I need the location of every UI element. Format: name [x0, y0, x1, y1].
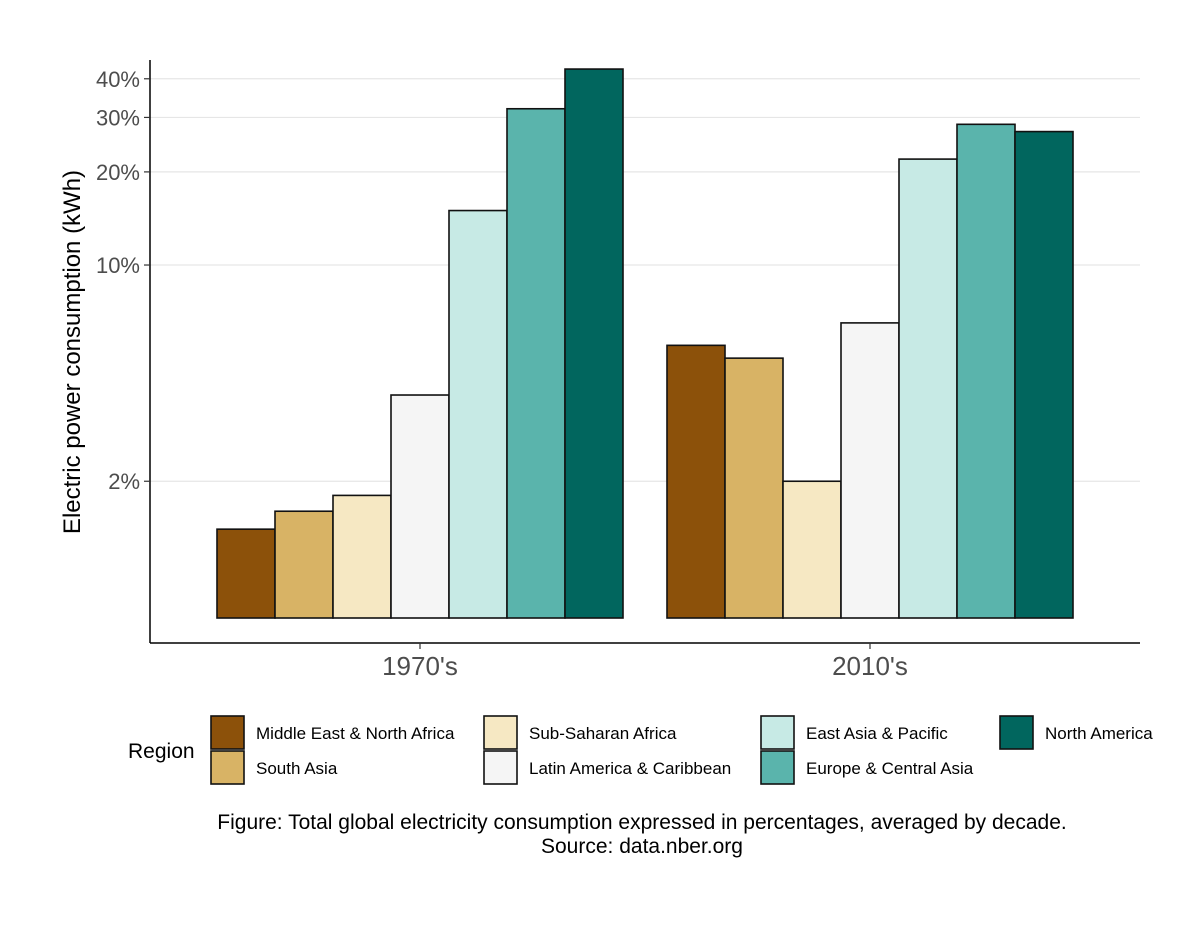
x-category-label: 1970's — [382, 651, 458, 681]
legend-swatch — [483, 750, 518, 785]
y-axis-ticks: 2% 10% 20% 30% 40% — [96, 67, 150, 494]
legend: Middle East & North Africa South Asia Sub-… — [210, 715, 1153, 785]
bar — [840, 322, 900, 619]
bars — [216, 68, 1074, 619]
legend-swatch — [210, 715, 245, 750]
y-tick-label: 2% — [108, 469, 140, 494]
bar — [666, 344, 726, 619]
legend-label: Latin America & Caribbean — [529, 759, 731, 778]
legend-label: South Asia — [256, 759, 338, 778]
caption-line-1: Figure: Total global electricity consump… — [217, 811, 1066, 834]
legend-label: North America — [1045, 724, 1153, 743]
bar — [506, 107, 566, 619]
legend-label: East Asia & Pacific — [806, 724, 948, 743]
legend-label: Europe & Central Asia — [806, 759, 974, 778]
legend-swatch — [760, 715, 795, 750]
bar — [956, 123, 1016, 619]
legend-title: Region — [128, 740, 195, 763]
y-tick-label: 10% — [96, 253, 140, 278]
bar — [216, 528, 276, 619]
legend-label: Middle East & North Africa — [256, 724, 455, 743]
caption-line-2: Source: data.nber.org — [541, 835, 743, 858]
legend-swatch — [483, 715, 518, 750]
bar — [448, 209, 508, 619]
bar — [782, 480, 842, 619]
bar — [564, 68, 624, 619]
bar — [1014, 130, 1074, 619]
y-axis-title: Electric power consumption (kWh) — [59, 170, 86, 534]
bar — [724, 357, 784, 619]
legend-label: Sub-Saharan Africa — [529, 724, 677, 743]
legend-swatch — [210, 750, 245, 785]
bar — [390, 394, 450, 619]
bar — [898, 158, 958, 619]
y-tick-label: 40% — [96, 67, 140, 92]
x-category-label: 2010's — [832, 651, 908, 681]
bar — [332, 494, 392, 619]
bar — [274, 510, 334, 619]
legend-swatch — [760, 750, 795, 785]
y-tick-label: 30% — [96, 105, 140, 130]
legend-swatch — [999, 715, 1034, 750]
y-tick-label: 20% — [96, 160, 140, 185]
x-axis-categories: 1970's 2010's — [382, 643, 908, 681]
